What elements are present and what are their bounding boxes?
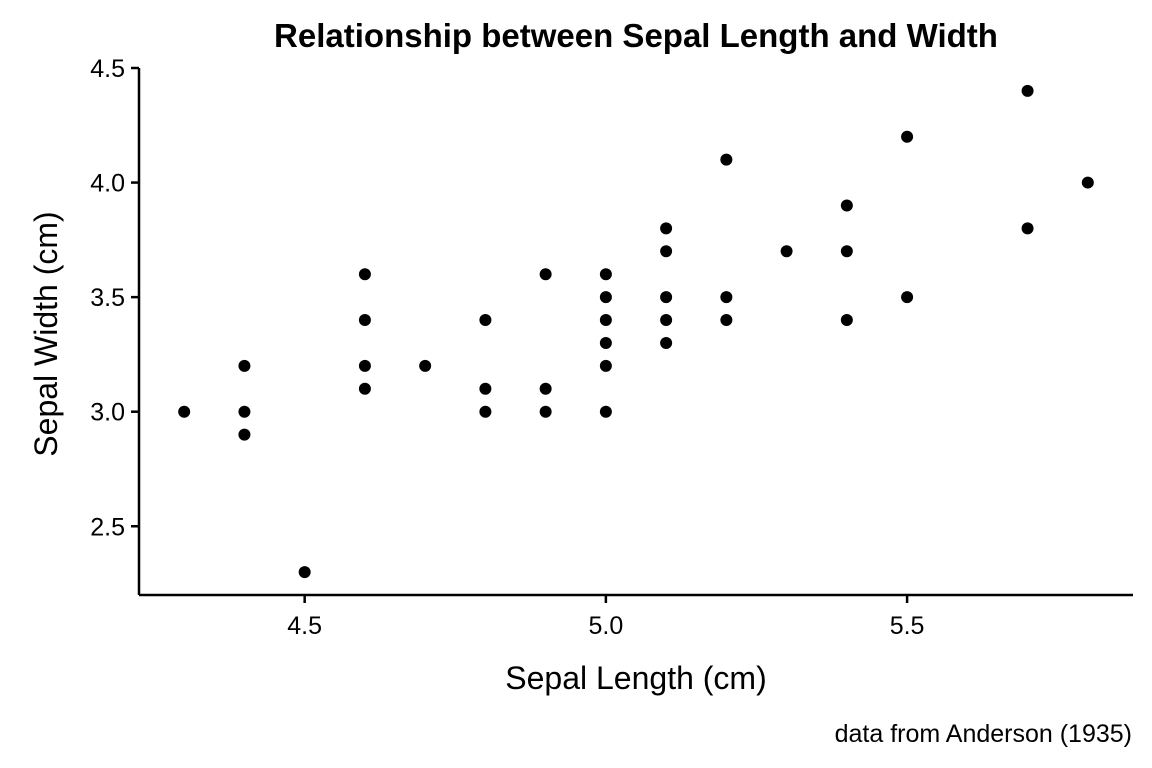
y-tick-label: 4.5 [90,55,125,83]
data-point [599,268,612,281]
y-tick-label: 4.0 [90,170,125,198]
data-point [479,382,492,395]
data-point [660,314,673,327]
data-point [298,566,311,579]
data-point [358,314,371,327]
data-point [720,153,733,166]
y-axis-ticks: 2.5 3.0 3.5 4.0 4.5 [90,55,139,541]
data-point [419,359,432,372]
data-point [599,336,612,349]
source-caption: data from Anderson (1935) [835,720,1132,748]
y-tick-label: 3.5 [90,284,125,312]
data-point [599,291,612,304]
data-point [660,245,673,258]
data-point [1081,176,1094,189]
data-point [539,268,552,281]
y-tick-label: 3.0 [90,399,125,427]
data-point [660,222,673,235]
data-point [358,382,371,395]
data-point [599,359,612,372]
data-point [479,314,492,327]
data-point [660,336,673,349]
data-point [599,314,612,327]
data-point [780,245,793,258]
data-points [178,84,1094,579]
data-point [901,291,914,304]
data-point [599,405,612,418]
data-point [840,199,853,212]
data-point [479,405,492,418]
x-tick-label: 5.0 [588,612,623,640]
data-point [238,428,251,441]
data-point [358,359,371,372]
data-point [840,245,853,258]
x-tick-label: 4.5 [287,612,322,640]
y-axis-label: Sepal Width (cm) [28,211,64,456]
x-axis-label: Sepal Length (cm) [505,660,766,696]
data-point [238,359,251,372]
data-point [1021,222,1034,235]
data-point [720,291,733,304]
x-axis-ticks: 4.5 5.0 5.5 [287,595,924,640]
x-tick-label: 5.5 [890,612,925,640]
data-point [539,382,552,395]
data-point [539,405,552,418]
data-point [238,405,251,418]
data-point [1021,84,1034,97]
data-point [178,405,191,418]
data-point [901,130,914,143]
data-point [358,268,371,281]
y-tick-label: 2.5 [90,513,125,541]
chart-title: Relationship between Sepal Length and Wi… [274,17,998,54]
data-point [660,291,673,304]
data-point [720,314,733,327]
data-point [840,314,853,327]
